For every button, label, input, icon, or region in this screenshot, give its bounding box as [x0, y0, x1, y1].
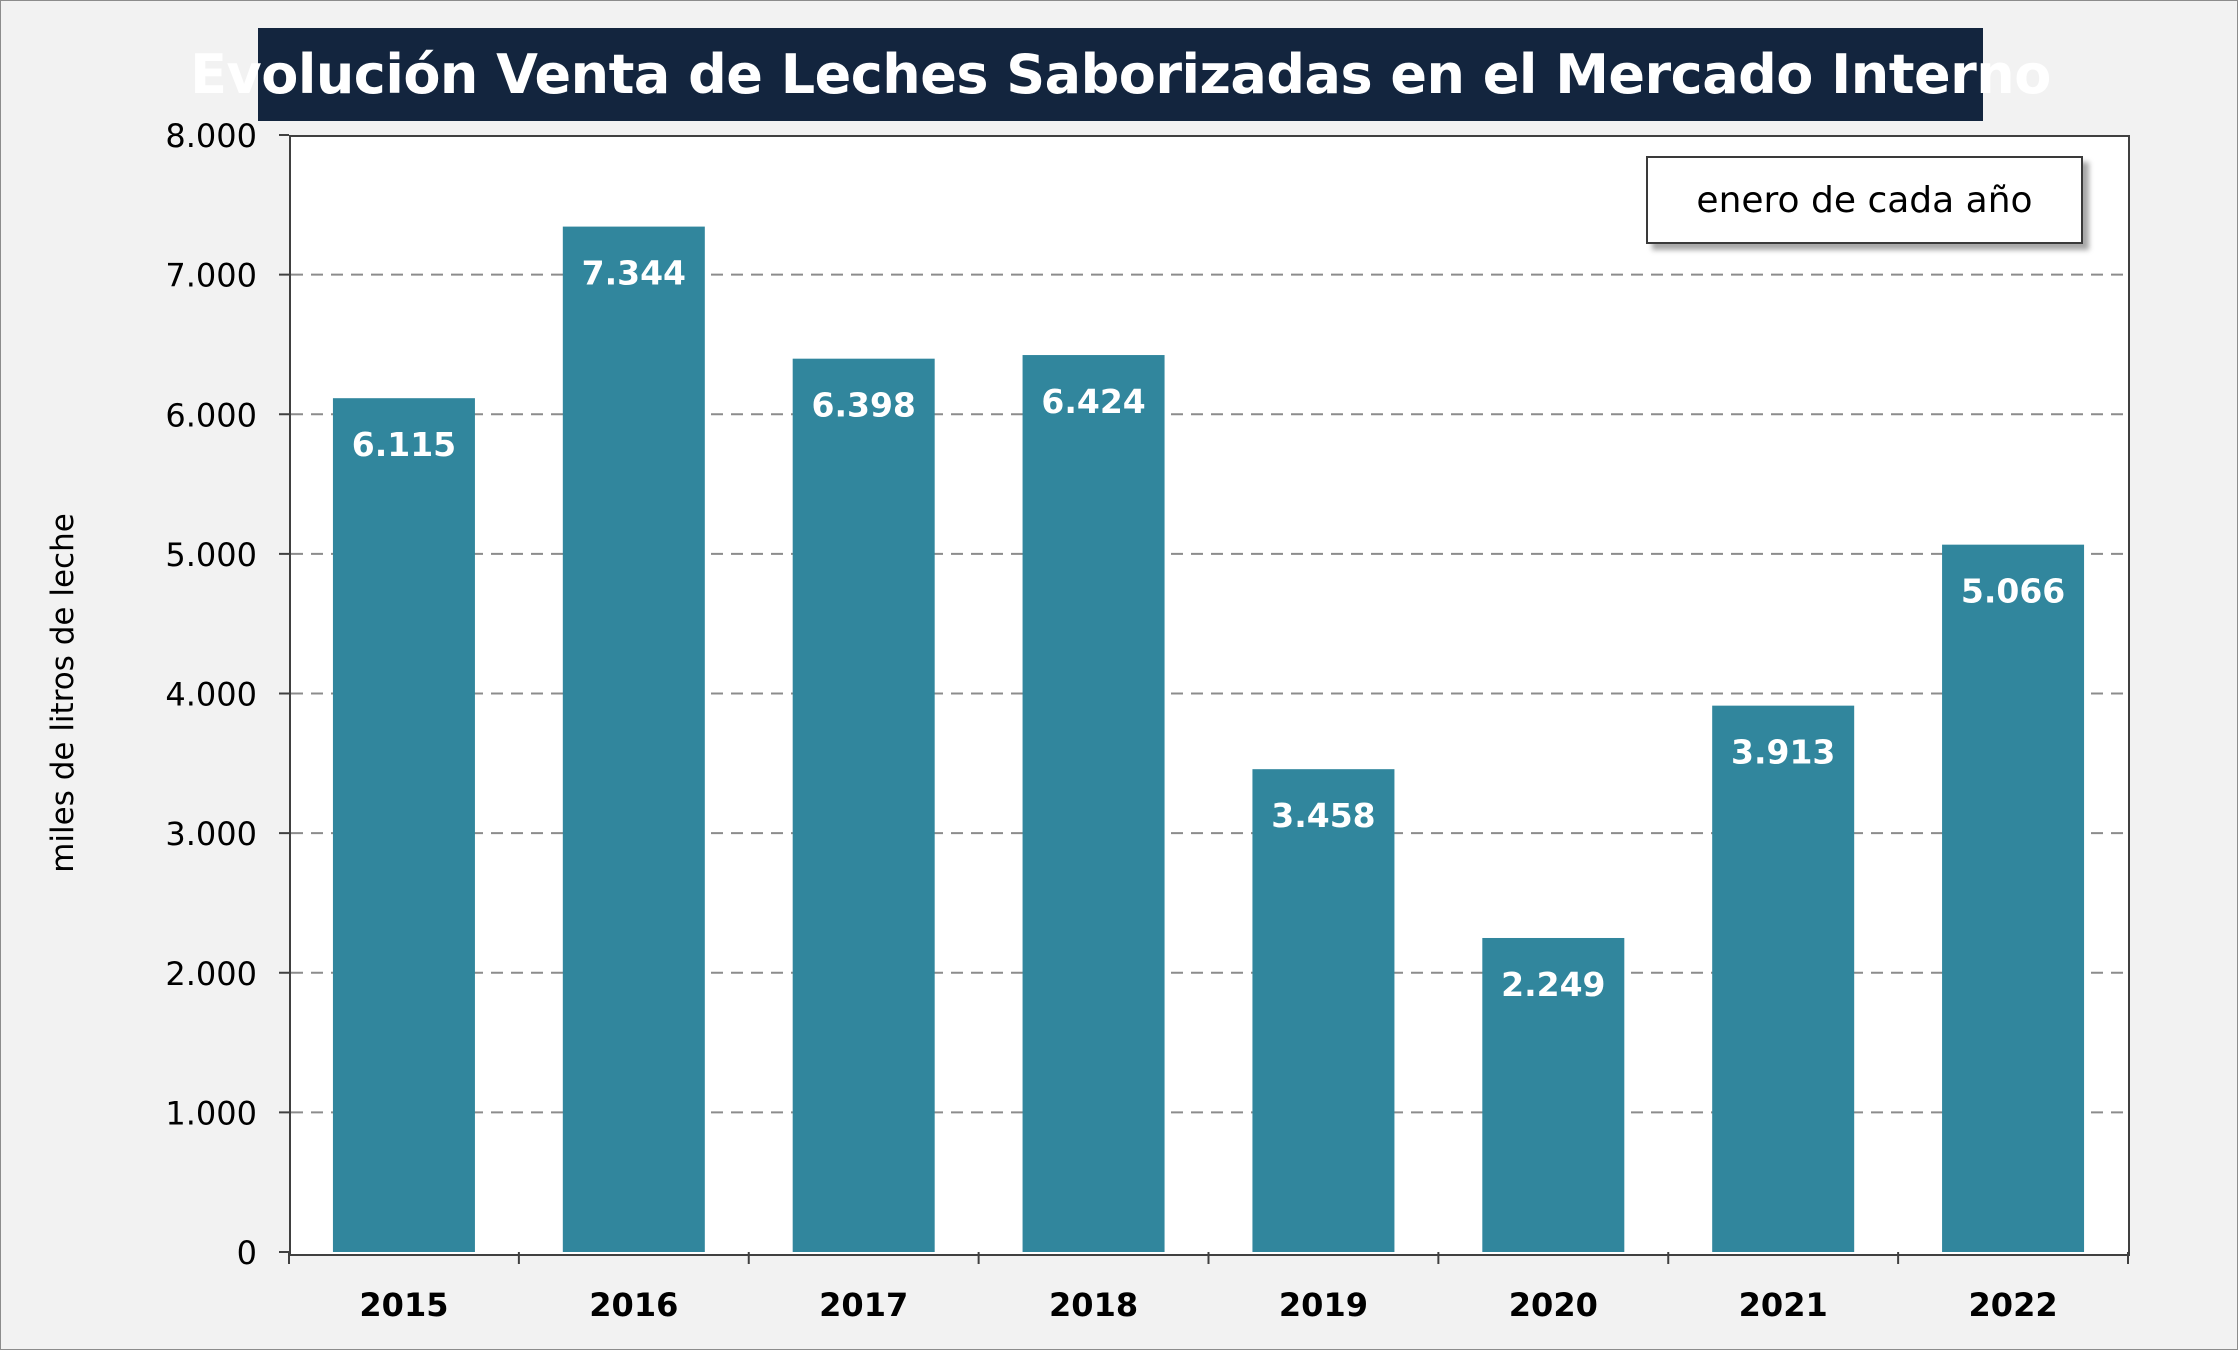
data-label: 6.424: [1041, 382, 1145, 421]
data-label: 3.458: [1271, 796, 1375, 835]
y-tick-label: 4.000: [165, 676, 257, 714]
x-tick-label: 2018: [1049, 1286, 1138, 1324]
data-label: 6.115: [352, 425, 456, 464]
bar-2020: [1482, 937, 1625, 1252]
x-tick-label: 2019: [1279, 1286, 1368, 1324]
y-tick-label: 6.000: [165, 396, 257, 434]
data-label: 7.344: [582, 254, 686, 293]
bar-2015: [332, 398, 475, 1252]
y-tick-label: 8.000: [165, 117, 257, 155]
y-tick-label: 7.000: [165, 257, 257, 295]
bar-2017: [792, 358, 935, 1252]
bar-2019: [1252, 769, 1395, 1252]
x-tick-label: 2017: [819, 1286, 908, 1324]
x-tick-label: 2022: [1969, 1286, 2058, 1324]
y-tick-label: 2.000: [165, 955, 257, 993]
x-tick-label: 2016: [589, 1286, 678, 1324]
data-label: 2.249: [1501, 965, 1605, 1004]
annotation-text: enero de cada año: [1696, 179, 2033, 221]
y-tick-label: 0: [237, 1234, 257, 1272]
bar-2018: [1022, 355, 1165, 1252]
bar-2022: [1942, 544, 2085, 1252]
chart-title: Evolución Venta de Leches Saborizadas en…: [190, 43, 2051, 106]
annotation-box: enero de cada año: [1646, 156, 2083, 244]
bar-2021: [1712, 705, 1855, 1252]
y-axis-label: miles de litros de leche: [45, 513, 81, 873]
y-tick-label: 3.000: [165, 815, 257, 853]
data-label: 6.398: [811, 386, 915, 425]
y-tick-label: 5.000: [165, 536, 257, 574]
x-tick-label: 2020: [1509, 1286, 1598, 1324]
x-tick-label: 2015: [359, 1286, 448, 1324]
data-label: 3.913: [1731, 733, 1835, 772]
bar-2016: [562, 226, 705, 1252]
x-tick-label: 2021: [1739, 1286, 1828, 1324]
data-label: 5.066: [1961, 572, 2065, 611]
chart-title-box: Evolución Venta de Leches Saborizadas en…: [190, 28, 2051, 121]
y-tick-label: 1.000: [165, 1094, 257, 1132]
